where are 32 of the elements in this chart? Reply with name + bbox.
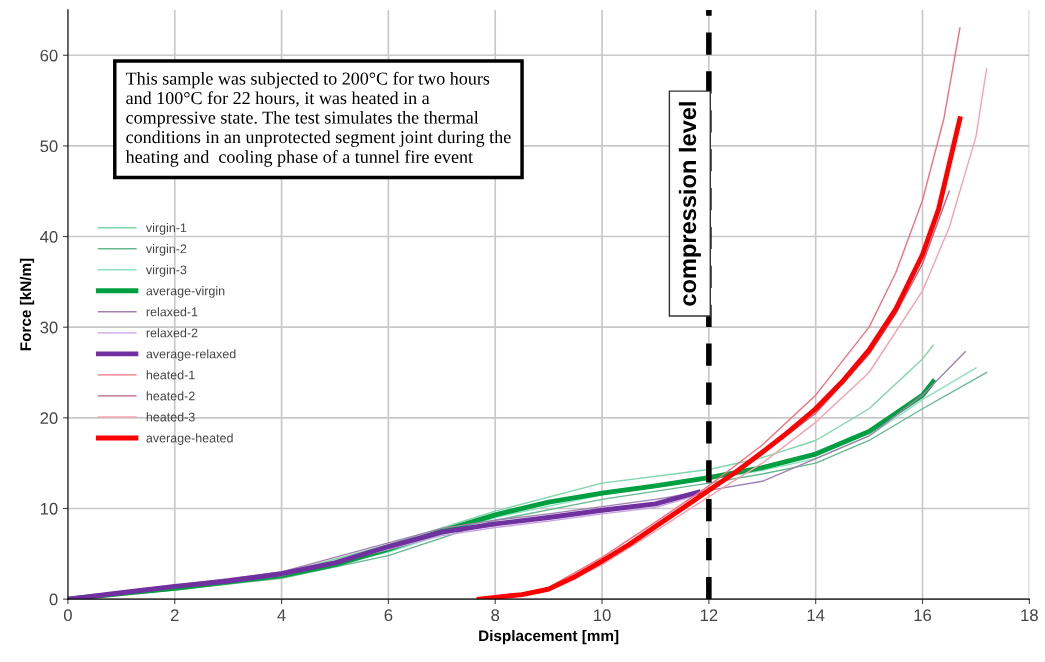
legend-label: relaxed-2 (146, 328, 198, 338)
legend-label: average-virgin (146, 286, 225, 298)
annotation: This sample was subjected to 200°C for two hours and 100°C for 22 hours, it was heated in a compressive state. The test simulates the thermal conditions in an unprotected segment joint during the heating and cooling phase of a tunnel fire event (125, 71, 511, 167)
x-tick-label: 10 (594, 609, 611, 622)
y-tick-label: 0 (49, 593, 58, 606)
x-tick-label: 6 (384, 609, 393, 622)
legend-label: average-relaxed (146, 349, 236, 361)
legend-label: virgin-3 (145, 265, 187, 277)
y-tick-label: 50 (40, 140, 58, 153)
y-tick-label: 10 (40, 502, 58, 515)
ref-line-label: compression level (678, 102, 701, 306)
x-tick-label: 14 (807, 609, 825, 621)
legend-label: virgin-2 (145, 244, 187, 256)
y-axis-title: Force [kN/m] (19, 258, 35, 351)
y-tick-label: 40 (40, 230, 58, 243)
legend-label: heated-1 (146, 370, 195, 380)
legend-label: heated-3 (146, 412, 195, 422)
legend-label: heated-2 (146, 391, 195, 401)
x-tick-label: 18 (1021, 609, 1038, 622)
legend-label: virgin-1 (145, 223, 187, 235)
x-tick-label: 8 (491, 609, 500, 622)
x-tick-label: 2 (170, 609, 179, 621)
x-tick-label: 12 (700, 609, 718, 621)
x-tick-label: 4 (277, 609, 286, 621)
y-tick-label: 30 (40, 321, 58, 334)
x-axis-title: Displacement [mm] (479, 629, 619, 645)
x-tick-label: 0 (63, 609, 72, 622)
legend-label: relaxed-1 (146, 307, 198, 317)
x-tick-label: 16 (914, 609, 932, 622)
legend-label: average-heated (146, 433, 233, 445)
y-tick-label: 60 (40, 49, 58, 62)
y-tick-label: 20 (40, 412, 58, 425)
